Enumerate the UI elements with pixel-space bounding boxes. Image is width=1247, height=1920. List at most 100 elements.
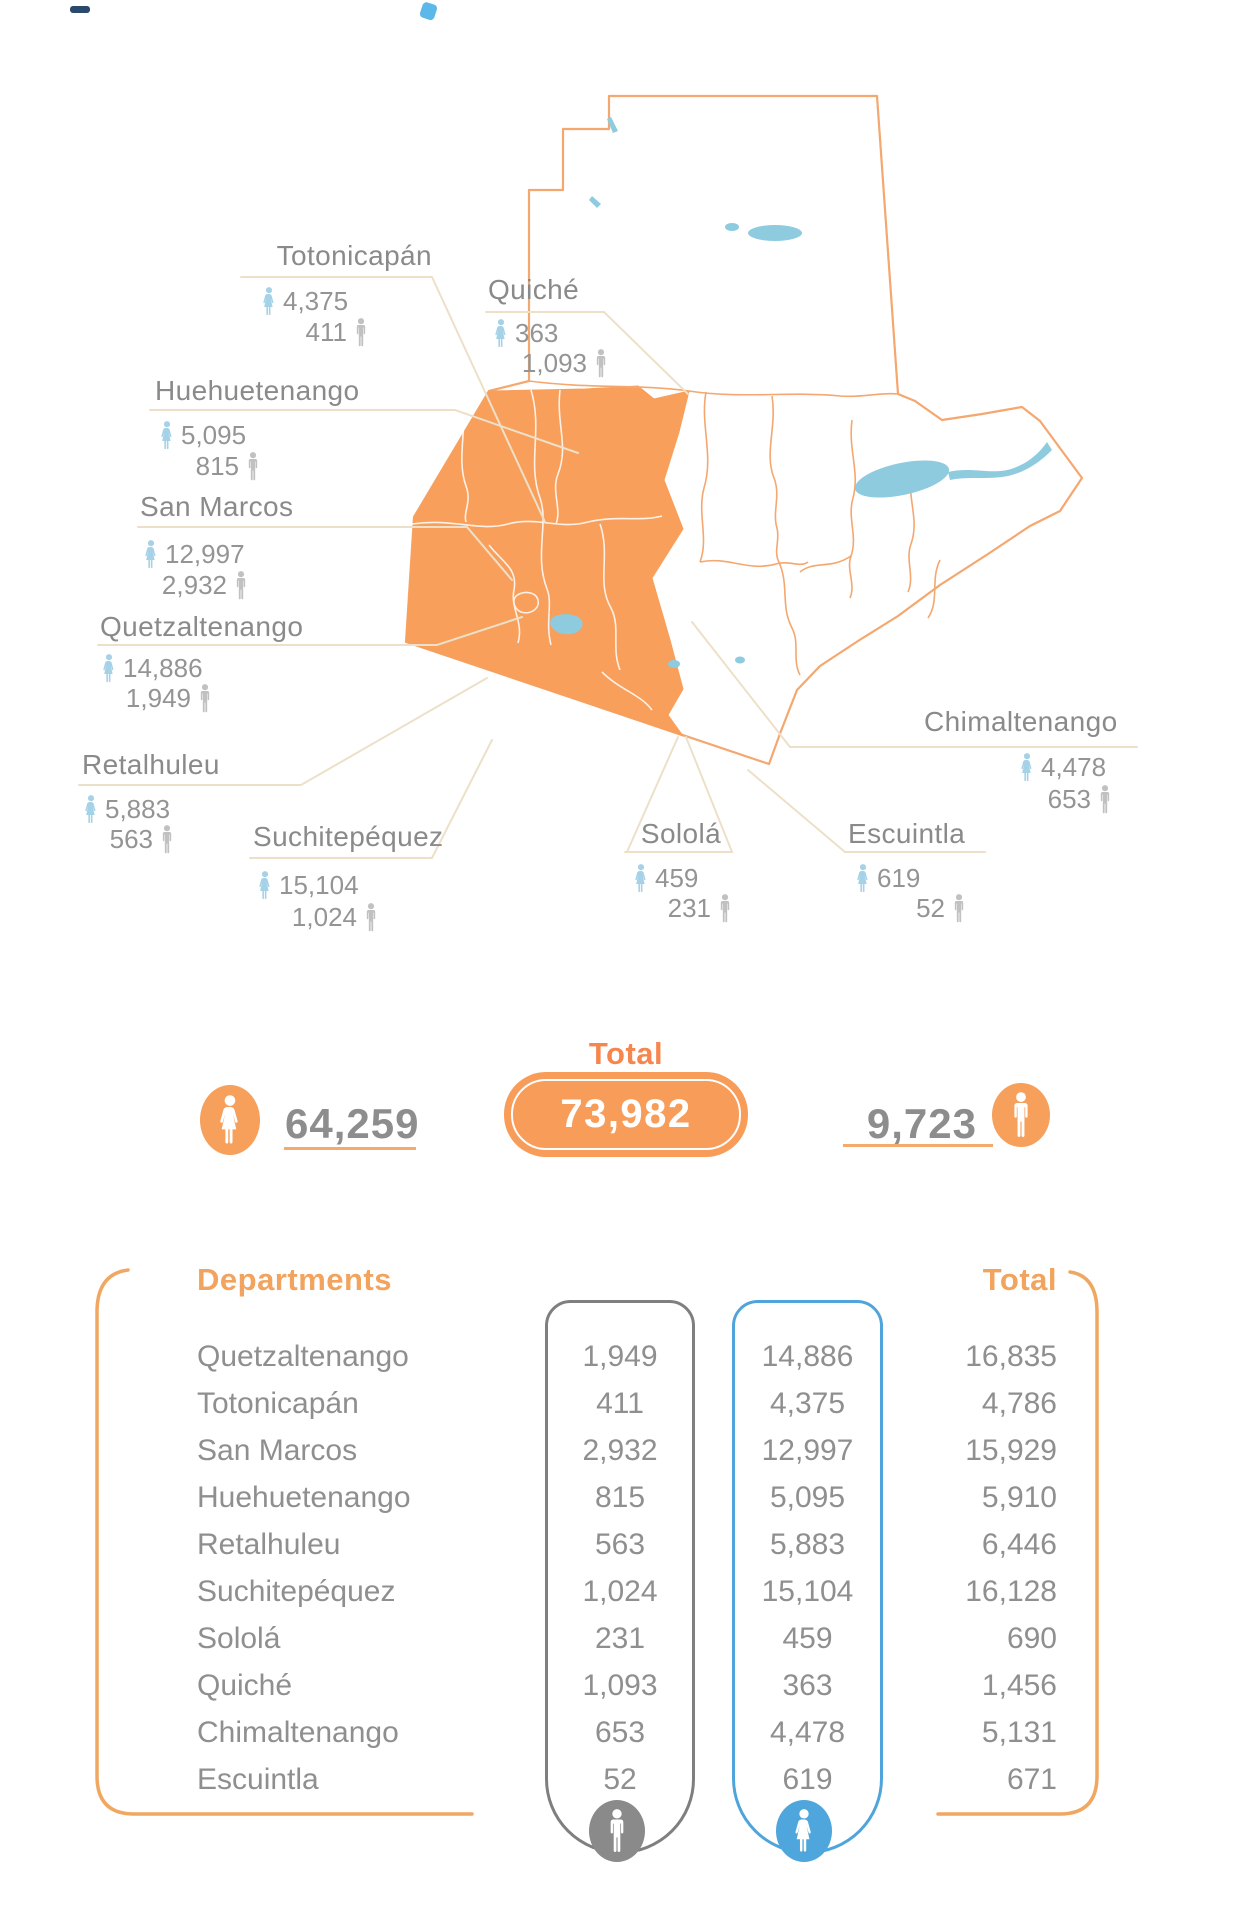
map-men-huehuetenango: 815	[118, 451, 260, 482]
women-count: 4,375	[283, 286, 349, 316]
woman-icon	[258, 871, 272, 900]
woman-icon	[144, 540, 158, 569]
women-value: 5,883	[769, 1528, 846, 1561]
lake-peten-itza	[748, 225, 802, 241]
women-count: 15,104	[279, 870, 359, 900]
highlighted-department-borders	[411, 389, 663, 711]
map-women-suchitepequez: 15,104	[258, 870, 359, 901]
man-icon	[160, 825, 174, 854]
men-value: 2,932	[582, 1434, 658, 1467]
women-value: 12,997	[761, 1434, 854, 1467]
lake-atitlan	[550, 614, 583, 635]
lakes	[550, 117, 1052, 668]
map-women-escuintla: 619	[856, 863, 920, 894]
women-count: 4,478	[1041, 752, 1107, 782]
men-count: 1,093	[521, 348, 587, 378]
women-count: 14,886	[123, 653, 203, 683]
men-column-badge	[589, 1800, 645, 1862]
men-count: 563	[109, 824, 153, 854]
women-count: 619	[877, 863, 921, 893]
table-row-name: Totonicapán	[197, 1387, 359, 1420]
women-value: 4,375	[769, 1387, 846, 1420]
women-grand-total: 64,259	[285, 1100, 420, 1147]
total-value: 15,929	[965, 1434, 1057, 1467]
grand-total-value: 73,982	[560, 1092, 692, 1136]
women-count: 12,997	[165, 539, 245, 569]
table-row-name: Suchitepéquez	[197, 1575, 396, 1608]
women-count: 459	[655, 863, 699, 893]
woman-icon	[262, 287, 276, 316]
woman-icon	[791, 1809, 817, 1853]
table-total-column: 16,835 4,786 15,929 5,910 6,446 16,128 6…	[880, 1333, 1057, 1803]
map-label-san-marcos: San Marcos	[140, 491, 294, 522]
cropped-logo-fragment	[70, 2, 438, 21]
men-count: 1,949	[125, 683, 191, 713]
man-icon	[604, 1809, 630, 1853]
callout-lines	[78, 276, 1138, 859]
map-label-suchitepequez: Suchitepéquez	[253, 821, 444, 852]
map-men-retalhuleu: 563	[38, 824, 174, 855]
woman-icon	[102, 654, 116, 683]
man-icon	[198, 684, 212, 713]
map-men-suchitepequez: 1,024	[228, 902, 378, 933]
men-value: 563	[594, 1528, 646, 1561]
table-header-total: Total	[982, 1262, 1057, 1297]
table-row-name: Retalhuleu	[197, 1528, 341, 1561]
woman-icon	[1020, 753, 1034, 782]
table-women-column: 14,886 4,375 12,997 5,095 5,883 15,104 4…	[732, 1333, 883, 1803]
left-bracket	[95, 1268, 474, 1816]
men-value: 653	[594, 1716, 646, 1749]
map-label-solola: Sololá	[640, 818, 722, 849]
woman-icon	[215, 1095, 245, 1145]
men-count: 1,024	[291, 902, 357, 932]
women-value: 14,886	[761, 1340, 854, 1373]
right-bracket	[936, 1270, 1099, 1816]
map-women-quetzaltenango: 14,886	[102, 653, 203, 684]
men-count: 2,932	[161, 570, 227, 600]
women-value: 363	[782, 1669, 833, 1702]
table-row-name: San Marcos	[197, 1434, 358, 1467]
map-label-totonicapan: Totonicapán	[276, 240, 432, 271]
total-value: 16,835	[965, 1340, 1057, 1373]
total-value: 1,456	[981, 1669, 1057, 1702]
woman-icon	[84, 795, 98, 824]
table-names-column: Quetzaltenango Totonicapán San Marcos Hu…	[197, 1333, 537, 1803]
man-icon	[1098, 785, 1112, 814]
total-value: 5,910	[981, 1481, 1057, 1514]
man-icon	[952, 894, 966, 923]
table-row-name: Escuintla	[197, 1763, 319, 1796]
women-total-underline	[284, 1147, 416, 1150]
man-icon	[364, 903, 378, 932]
man-icon	[718, 894, 732, 923]
map-men-totonicapan: 411	[238, 317, 368, 348]
total-value: 671	[1006, 1763, 1057, 1796]
women-value: 619	[782, 1763, 833, 1796]
grand-total-pill: 73,982	[504, 1072, 748, 1157]
men-count: 52	[916, 893, 945, 923]
map-men-quiche: 1,093	[478, 348, 608, 379]
table-row-name: Chimaltenango	[197, 1716, 399, 1749]
map-men-quetzaltenango: 1,949	[58, 683, 212, 714]
map-label-huehuetenango: Huehuetenango	[155, 375, 360, 406]
men-total-badge	[992, 1083, 1050, 1147]
total-value: 5,131	[981, 1716, 1057, 1749]
women-count: 5,883	[105, 794, 171, 824]
women-count: 5,095	[181, 420, 247, 450]
map-women-huehuetenango: 5,095	[160, 420, 246, 451]
summary-total-heading: Total	[588, 1036, 664, 1071]
map-label-chimaltenango: Chimaltenango	[924, 706, 1118, 737]
country-outline	[404, 94, 1084, 766]
table-row-name: Sololá	[197, 1622, 281, 1655]
women-column-badge	[776, 1800, 832, 1862]
man-icon	[354, 318, 368, 347]
man-icon	[594, 349, 608, 378]
table-brackets	[95, 1268, 1099, 1816]
map-men-escuintla: 52	[828, 893, 966, 924]
men-value: 411	[596, 1387, 644, 1420]
men-value: 1,093	[582, 1669, 658, 1702]
men-count: 231	[667, 893, 711, 923]
map-men-solola: 231	[600, 893, 732, 924]
woman-icon	[494, 319, 508, 348]
women-total-badge	[200, 1085, 260, 1155]
